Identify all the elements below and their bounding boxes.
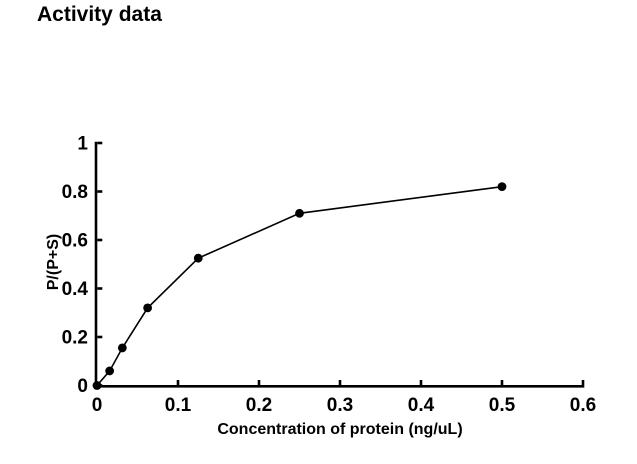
x-tick-label: 0.5 (489, 395, 516, 416)
data-point (193, 253, 203, 263)
x-tick-label: 0.4 (408, 395, 435, 416)
y-tick-label: 0.6 (62, 231, 88, 252)
y-tick-label: 0 (77, 376, 88, 397)
x-tick-label: 0.6 (570, 395, 596, 416)
x-axis-title: Concentration of protein (ng/uL) (217, 421, 463, 438)
data-point (105, 366, 115, 376)
data-point (92, 381, 102, 390)
data-point (143, 303, 153, 313)
chart-title: Activity data (37, 3, 162, 26)
y-tick-label: 0.2 (62, 328, 88, 349)
data-point (497, 182, 507, 192)
x-tick-label: 0.2 (246, 395, 272, 416)
x-tick-label: 0.3 (327, 395, 353, 416)
x-tick-label: 0.1 (165, 395, 192, 416)
data-point (117, 343, 127, 353)
data-point (295, 208, 304, 218)
y-tick-label: 0.8 (62, 182, 88, 203)
x-tick-label: 0 (92, 395, 103, 416)
y-tick-label: 1 (77, 134, 88, 155)
y-axis-title: P/(P+S) (45, 233, 62, 291)
y-tick-label: 0.4 (62, 279, 89, 300)
